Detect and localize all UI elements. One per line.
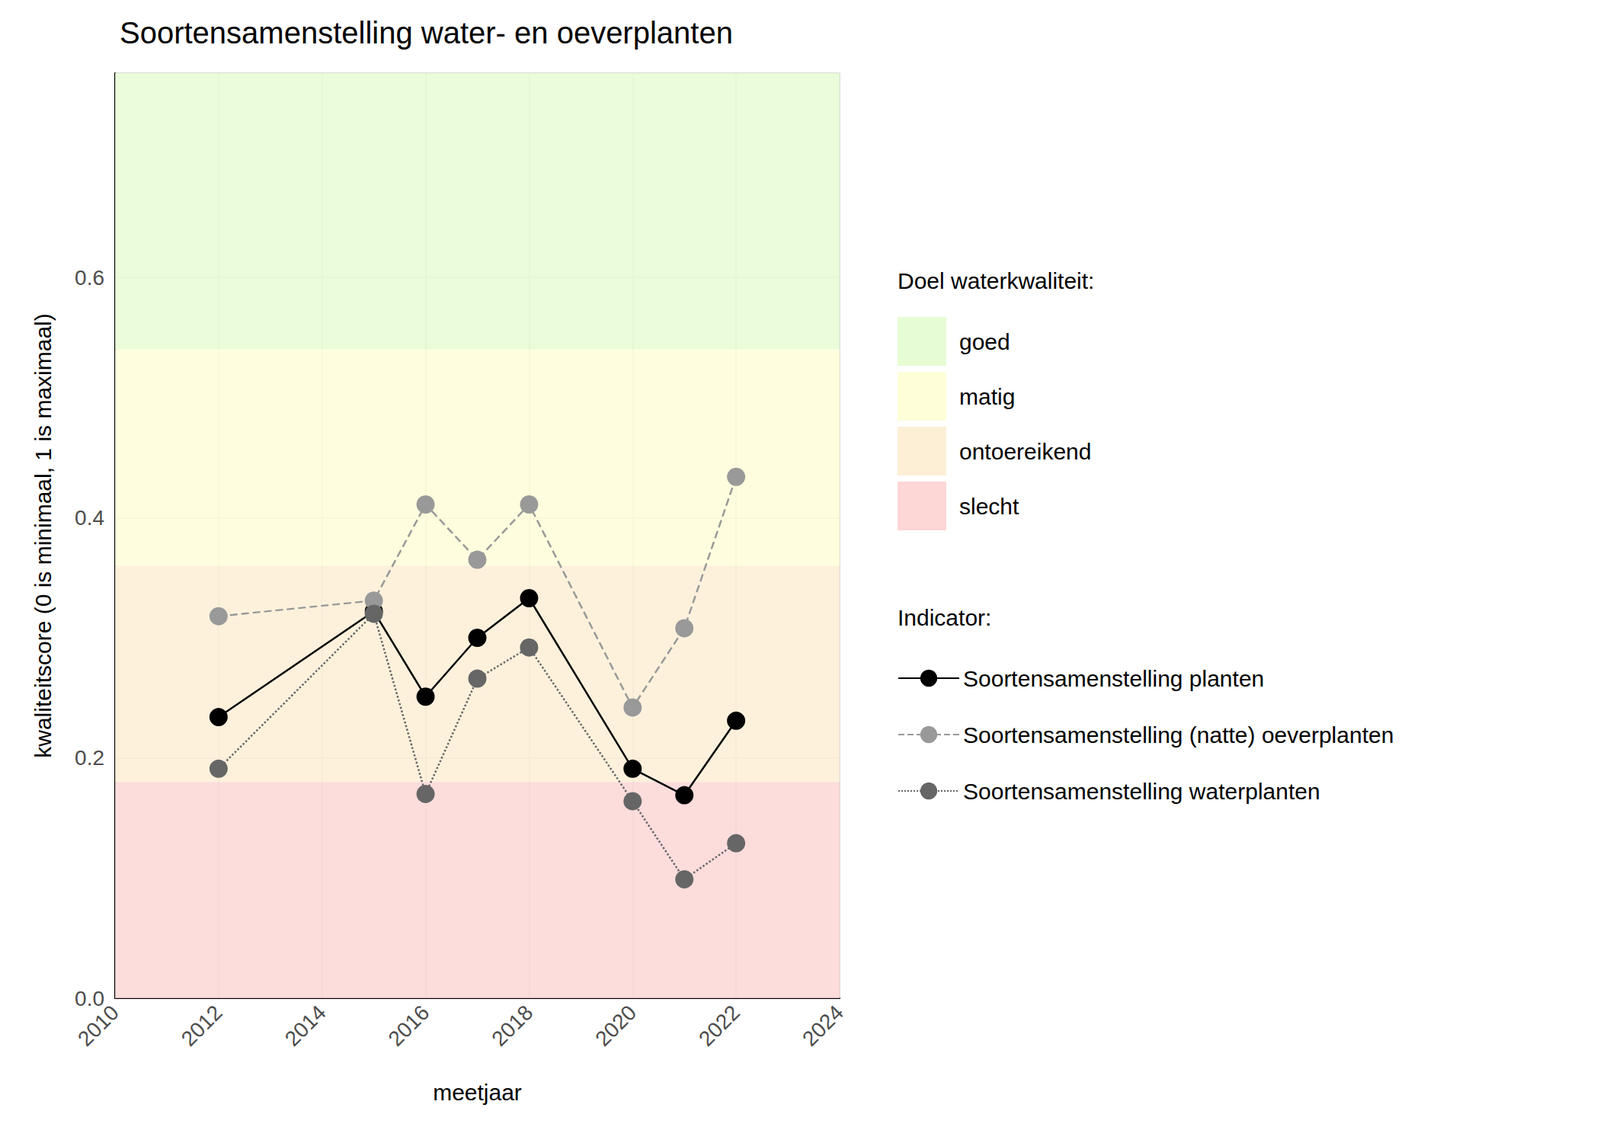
svg-text:Soortensamenstelling water- en: Soortensamenstelling water- en oeverplan… bbox=[119, 16, 733, 50]
svg-text:Indicator:: Indicator: bbox=[897, 604, 992, 631]
svg-text:ontoereikend: ontoereikend bbox=[959, 438, 1092, 464]
svg-text:0.4: 0.4 bbox=[74, 505, 105, 530]
svg-text:Soortensamenstelling (natte) o: Soortensamenstelling (natte) oeverplante… bbox=[963, 722, 1394, 748]
svg-text:0.6: 0.6 bbox=[74, 265, 105, 290]
svg-text:2012: 2012 bbox=[176, 1000, 228, 1051]
svg-text:Soortensamenstelling waterplan: Soortensamenstelling waterplanten bbox=[963, 778, 1321, 804]
svg-text:Soortensamenstelling planten: Soortensamenstelling planten bbox=[963, 665, 1264, 692]
svg-text:goed: goed bbox=[959, 329, 1011, 355]
svg-text:Doel waterkwaliteit:: Doel waterkwaliteit: bbox=[897, 268, 1095, 294]
svg-text:2016: 2016 bbox=[384, 1000, 435, 1051]
svg-text:2010: 2010 bbox=[73, 1000, 124, 1051]
svg-text:2018: 2018 bbox=[486, 1000, 538, 1051]
svg-text:2022: 2022 bbox=[694, 1000, 745, 1051]
svg-text:2020: 2020 bbox=[590, 1000, 641, 1051]
svg-text:matig: matig bbox=[959, 384, 1015, 410]
svg-text:2024: 2024 bbox=[797, 1000, 848, 1051]
svg-text:meetjaar: meetjaar bbox=[432, 1079, 522, 1105]
svg-text:slecht: slecht bbox=[959, 493, 1020, 519]
svg-text:0.2: 0.2 bbox=[74, 745, 105, 770]
svg-text:2014: 2014 bbox=[280, 1000, 331, 1051]
svg-text:kwaliteitscore (0 is minimaal,: kwaliteitscore (0 is minimaal, 1 is maxi… bbox=[30, 313, 56, 758]
svg-text:0.0: 0.0 bbox=[74, 986, 105, 1010]
